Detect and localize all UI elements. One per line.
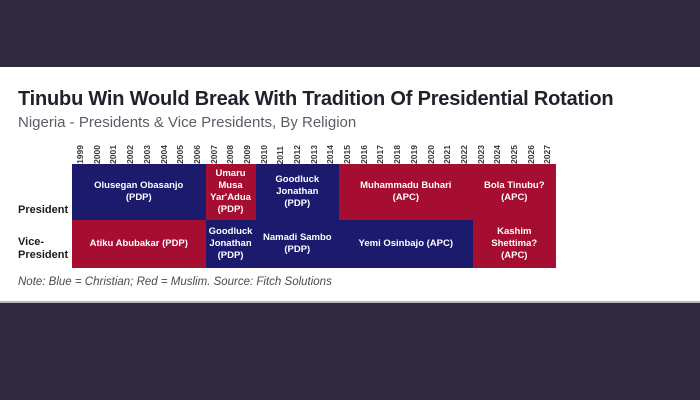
year-tick: 2010 [258,145,269,164]
timeline-segment: Muhammadu Buhari (APC) [339,164,473,220]
timeline-row: President Olusegan Obasanjo (PDP) Umaru Musa… [18,164,556,220]
timeline-segment: Bola Tinubu? (APC) [472,164,556,220]
year-tick: 2007 [208,145,219,164]
year-tick: 2011 [275,145,286,164]
year-tick: 2012 [292,145,303,164]
timeline-segment: Kashim Shettima? (APC) [472,220,556,268]
year-tick: 2017 [375,145,386,164]
timeline-segment: Goodluck Jonathan (PDP) [255,164,340,220]
timeline-segment: Namadi Sambo (PDP) [255,220,340,268]
page-title: Tinubu Win Would Break With Tradition Of… [18,88,614,110]
page-subtitle: Nigeria - Presidents & Vice Presidents, … [18,114,357,131]
timeline-chart: 1999 2000 2001 2002 2003 2004 2005 2006 2007 2008… [18,138,556,268]
year-tick: 2022 [458,145,469,164]
bottom-bar [0,303,700,400]
timeline-segment: Atiku Abubakar (PDP) [72,220,206,268]
year-tick: 2027 [542,145,553,164]
row-label: Vice- President [18,236,69,261]
row-label: President [18,204,69,217]
year-labels: 1999 2000 2001 2002 2003 2004 2005 2006 2007 2008… [72,145,556,164]
year-tick: 2006 [191,145,202,164]
year-tick: 2013 [308,145,319,164]
timeline-row: Vice- President Atiku Abubakar (PDP) Goodlu… [18,220,556,268]
year-tick: 2004 [158,145,169,164]
year-tick: 2019 [408,145,419,164]
timeline-segment: Umaru Musa Yar'Adua (PDP) [205,164,256,220]
timeline-segment: Goodluck Jonathan (PDP) [205,220,256,268]
year-tick: 2014 [325,145,336,164]
year-tick: 2009 [241,145,252,164]
row-segments: Atiku Abubakar (PDP) Goodluck Jonathan (PDP… [72,220,556,268]
year-tick: 2023 [475,145,486,164]
year-tick: 2003 [141,145,152,164]
year-axis: 1999 2000 2001 2002 2003 2004 2005 2006 2007 2008… [18,138,556,164]
year-tick: 2024 [492,145,503,164]
timeline-bands: President Olusegan Obasanjo (PDP) Umaru Musa… [18,164,556,268]
year-tick: 2021 [442,145,453,164]
divider-line [0,301,700,303]
timeline-segment: Olusegan Obasanjo (PDP) [72,164,206,220]
year-tick: 2026 [525,145,536,164]
year-tick: 2018 [392,145,403,164]
year-tick: 2008 [225,145,236,164]
year-tick: 2025 [508,145,519,164]
year-tick: 1999 [75,145,86,164]
note-source-text: Note: Blue = Christian; Red = Muslim. So… [18,276,332,288]
year-tick: 2005 [175,145,186,164]
year-tick: 2015 [342,145,353,164]
year-tick: 2000 [91,145,102,164]
year-tick: 2016 [358,145,369,164]
year-tick: 2001 [108,145,119,164]
year-tick: 2002 [125,145,136,164]
year-tick: 2020 [425,145,436,164]
content-area: Tinubu Win Would Break With Tradition Of… [0,67,700,301]
timeline-segment: Yemi Osinbajo (APC) [339,220,473,268]
top-bar [0,0,700,67]
row-segments: Olusegan Obasanjo (PDP) Umaru Musa Yar'Adua(… [72,164,556,220]
